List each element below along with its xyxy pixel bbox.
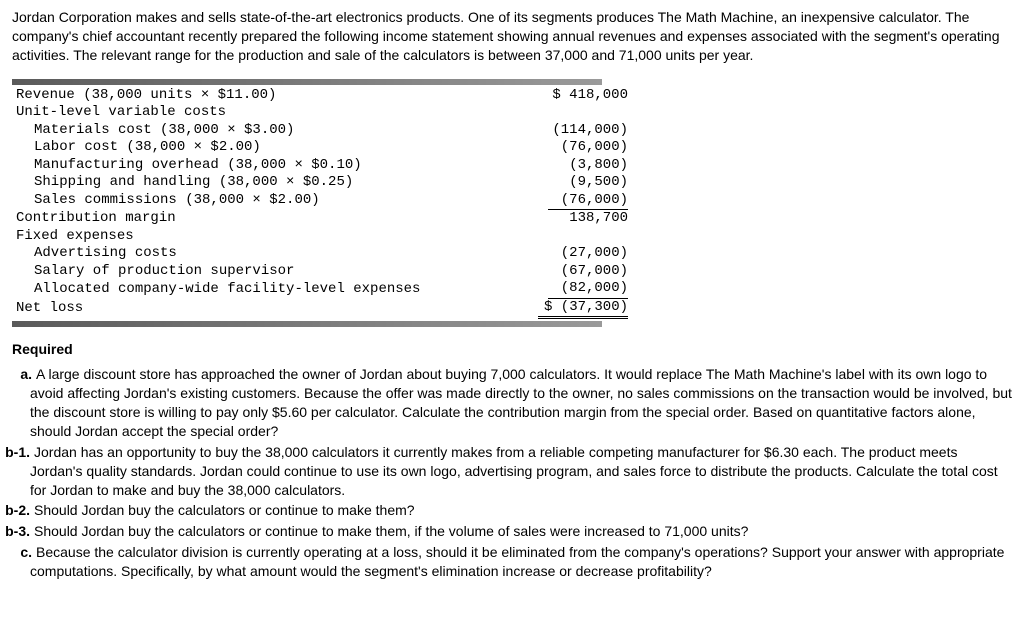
row-label: Net loss <box>12 299 502 320</box>
row-amount: (3,800) <box>502 157 632 175</box>
row-amount: (82,000) <box>502 280 632 299</box>
question-text: Because the calculator division is curre… <box>30 544 1004 579</box>
required-heading: Required <box>12 341 1012 357</box>
table-row: Fixed expenses <box>12 228 632 246</box>
question-marker: b-3. <box>0 522 34 541</box>
row-amount: (27,000) <box>502 245 632 263</box>
question-marker: b-1. <box>0 443 34 462</box>
table-row: Salary of production supervisor(67,000) <box>12 263 632 281</box>
row-label: Advertising costs <box>12 245 502 263</box>
income-statement-table: Revenue (38,000 units × $11.00)$ 418,000… <box>12 87 632 320</box>
row-label: Contribution margin <box>12 210 502 228</box>
row-amount: (114,000) <box>502 122 632 140</box>
row-label: Shipping and handling (38,000 × $0.25) <box>12 174 502 192</box>
table-row: Advertising costs(27,000) <box>12 245 632 263</box>
question-marker: c. <box>8 543 36 562</box>
question-text: Should Jordan buy the calculators or con… <box>34 523 748 539</box>
question-text: Jordan has an opportunity to buy the 38,… <box>30 444 998 498</box>
table-row: Revenue (38,000 units × $11.00)$ 418,000 <box>12 87 632 105</box>
row-amount: (9,500) <box>502 174 632 192</box>
row-label: Revenue (38,000 units × $11.00) <box>12 87 502 105</box>
question-item: b-3.Should Jordan buy the calculators or… <box>30 522 1012 541</box>
row-label: Salary of production supervisor <box>12 263 502 281</box>
question-item: b-2.Should Jordan buy the calculators or… <box>30 501 1012 520</box>
table-row: Sales commissions (38,000 × $2.00)(76,00… <box>12 192 632 211</box>
questions-list: a.A large discount store has approached … <box>12 365 1012 581</box>
question-item: b-1.Jordan has an opportunity to buy the… <box>30 443 1012 500</box>
table-row: Net loss$ (37,300) <box>12 299 632 320</box>
table-row: Shipping and handling (38,000 × $0.25)(9… <box>12 174 632 192</box>
row-label: Labor cost (38,000 × $2.00) <box>12 139 502 157</box>
row-amount: (76,000) <box>502 192 632 211</box>
row-label: Fixed expenses <box>12 228 502 246</box>
question-marker: a. <box>8 365 36 384</box>
row-label: Allocated company-wide facility-level ex… <box>12 280 502 299</box>
row-amount <box>502 228 632 246</box>
row-amount: $ 418,000 <box>502 87 632 105</box>
row-label: Materials cost (38,000 × $3.00) <box>12 122 502 140</box>
row-amount <box>502 104 632 122</box>
question-marker: b-2. <box>0 501 34 520</box>
table-top-rule <box>12 79 602 85</box>
question-item: c.Because the calculator division is cur… <box>30 543 1012 581</box>
table-row: Materials cost (38,000 × $3.00)(114,000) <box>12 122 632 140</box>
question-text: A large discount store has approached th… <box>30 366 1012 439</box>
question-item: a.A large discount store has approached … <box>30 365 1012 441</box>
row-amount: 138,700 <box>502 210 632 228</box>
row-label: Unit-level variable costs <box>12 104 502 122</box>
row-amount: $ (37,300) <box>502 299 632 320</box>
table-row: Contribution margin138,700 <box>12 210 632 228</box>
row-label: Sales commissions (38,000 × $2.00) <box>12 192 502 211</box>
table-row: Allocated company-wide facility-level ex… <box>12 280 632 299</box>
table-row: Manufacturing overhead (38,000 × $0.10)(… <box>12 157 632 175</box>
problem-intro: Jordan Corporation makes and sells state… <box>12 8 1012 65</box>
table-row: Unit-level variable costs <box>12 104 632 122</box>
row-amount: (76,000) <box>502 139 632 157</box>
question-text: Should Jordan buy the calculators or con… <box>34 502 415 518</box>
row-label: Manufacturing overhead (38,000 × $0.10) <box>12 157 502 175</box>
row-amount: (67,000) <box>502 263 632 281</box>
table-row: Labor cost (38,000 × $2.00)(76,000) <box>12 139 632 157</box>
table-bottom-rule <box>12 321 602 327</box>
